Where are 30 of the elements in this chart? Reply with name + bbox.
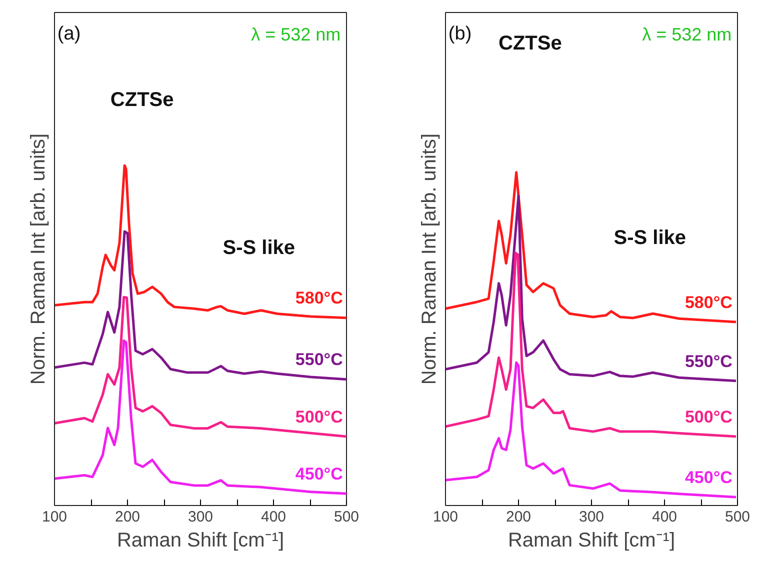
annotation: S-S like [222, 237, 296, 259]
series-label: 450°C [295, 464, 343, 484]
series-label: 500°C [295, 407, 343, 426]
x-tick-label: 200 [506, 508, 532, 526]
series-label: 550°C [295, 350, 343, 370]
text: (a) [57, 24, 81, 45]
y-axis-title: Norm. Raman Int [arb. units] [28, 133, 50, 385]
text: CZTSe [110, 89, 174, 112]
text: (b) [448, 24, 472, 45]
x-tick-label: 100 [42, 508, 68, 526]
x-tick-label: 300 [578, 508, 604, 526]
x-axis-title: Raman Shift [cm⁻¹] [116, 530, 284, 552]
x-tick-label: 400 [652, 508, 678, 526]
text: CZTSe [498, 32, 562, 54]
x-tick-label: 100 [432, 508, 458, 526]
x-tick-label: 500 [334, 508, 360, 526]
series-label: 550°C [684, 352, 732, 371]
annotation: S-S like [614, 227, 686, 250]
x-axis-title: Raman Shift [cm⁻¹] [508, 530, 676, 552]
x-tick-label: 400 [260, 508, 286, 526]
series-label: 450°C [684, 468, 732, 488]
x-tick-label: 200 [114, 508, 140, 526]
text: λ = 532 nm [251, 24, 341, 45]
series-label: 580°C [684, 292, 732, 312]
x-tick-label: 500 [724, 508, 750, 526]
x-tick-label: 300 [188, 508, 214, 526]
y-axis-title: Norm. Raman Int [arb. units] [418, 133, 440, 385]
series-label: 500°C [684, 408, 732, 427]
text: λ = 532 nm [642, 24, 732, 45]
series-label: 580°C [295, 288, 343, 308]
